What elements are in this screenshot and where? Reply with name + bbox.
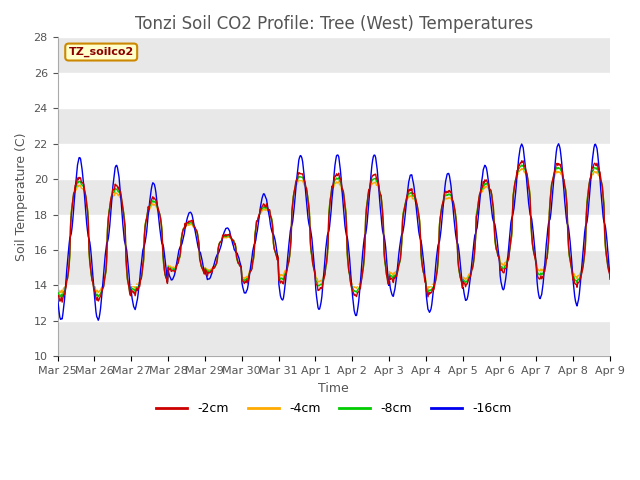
Bar xyxy=(58,250,610,286)
Text: TZ_soilco2: TZ_soilco2 xyxy=(68,47,134,57)
Title: Tonzi Soil CO2 Profile: Tree (West) Temperatures: Tonzi Soil CO2 Profile: Tree (West) Temp… xyxy=(134,15,533,33)
Bar xyxy=(58,321,610,356)
Bar xyxy=(58,37,610,73)
X-axis label: Time: Time xyxy=(319,382,349,395)
Bar xyxy=(58,108,610,144)
Y-axis label: Soil Temperature (C): Soil Temperature (C) xyxy=(15,132,28,261)
Legend: -2cm, -4cm, -8cm, -16cm: -2cm, -4cm, -8cm, -16cm xyxy=(151,397,516,420)
Bar xyxy=(58,179,610,215)
